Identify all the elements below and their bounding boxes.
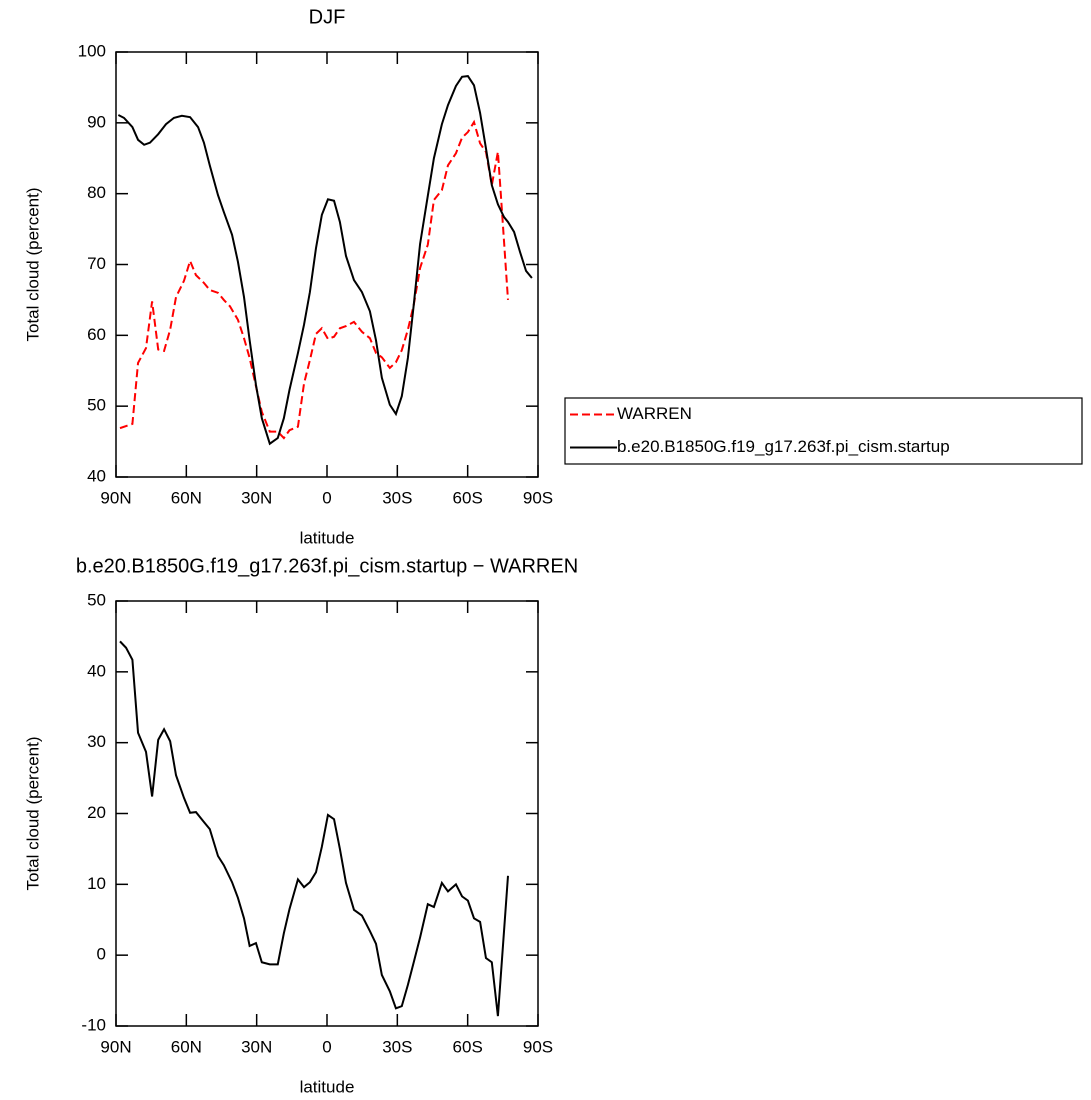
plot-frame: [115, 600, 539, 1027]
y-axis-label: Total cloud (percent): [23, 187, 42, 341]
y-tick-label: 50: [87, 590, 106, 609]
data-line: [119, 640, 509, 1017]
y-tick-label: 40: [87, 466, 106, 485]
y-tick-label: 0: [97, 945, 106, 964]
x-axis-label: latitude: [300, 1077, 355, 1096]
y-tick-label: 70: [87, 254, 106, 273]
x-tick-label: 60N: [171, 488, 202, 507]
legend-label: b.e20.B1850G.f19_g17.263f.pi_cism.startu…: [617, 437, 950, 456]
x-tick-label: 30N: [241, 1037, 272, 1056]
y-tick-label: 80: [87, 183, 106, 202]
y-tick-label: 100: [78, 41, 106, 60]
y-axis-label: Total cloud (percent): [23, 736, 42, 890]
x-tick-label: 60S: [453, 1037, 483, 1056]
legend-label: WARREN: [617, 404, 692, 423]
plot-frame: [115, 51, 539, 478]
y-tick-label: 40: [87, 661, 106, 680]
x-tick-label: 30S: [382, 1037, 412, 1056]
chart-title: DJF: [309, 6, 346, 28]
y-tick-label: 60: [87, 325, 106, 344]
chart-title: b.e20.B1850G.f19_g17.263f.pi_cism.startu…: [76, 555, 578, 577]
x-tick-label: 90N: [100, 1037, 131, 1056]
x-axis-label: latitude: [300, 528, 355, 547]
x-tick-label: 0: [322, 1037, 331, 1056]
y-tick-label: -10: [81, 1015, 106, 1034]
x-tick-label: 90S: [523, 488, 553, 507]
data-line: [119, 119, 509, 440]
x-tick-label: 60S: [453, 488, 483, 507]
y-tick-label: 90: [87, 112, 106, 131]
x-tick-label: 90S: [523, 1037, 553, 1056]
y-tick-label: 50: [87, 396, 106, 415]
x-tick-label: 90N: [100, 488, 131, 507]
legend-box: [564, 397, 1083, 465]
y-tick-label: 20: [87, 803, 106, 822]
x-tick-label: 30N: [241, 488, 272, 507]
x-tick-label: 0: [322, 488, 331, 507]
y-tick-label: 30: [87, 732, 106, 751]
y-tick-label: 10: [87, 874, 106, 893]
x-tick-label: 30S: [382, 488, 412, 507]
x-tick-label: 60N: [171, 1037, 202, 1056]
data-line: [117, 75, 533, 446]
